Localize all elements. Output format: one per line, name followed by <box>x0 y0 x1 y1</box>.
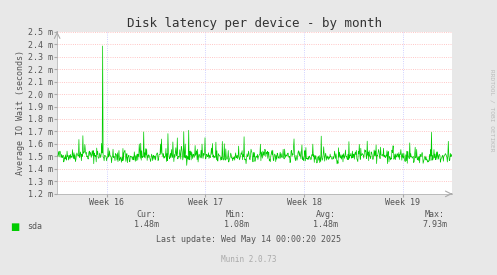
Text: 1.48m: 1.48m <box>313 220 338 229</box>
Text: Min:: Min: <box>226 210 246 219</box>
Text: 7.93m: 7.93m <box>422 220 447 229</box>
Text: Last update: Wed May 14 00:00:20 2025: Last update: Wed May 14 00:00:20 2025 <box>156 235 341 244</box>
Text: 1.48m: 1.48m <box>134 220 159 229</box>
Title: Disk latency per device - by month: Disk latency per device - by month <box>127 17 382 31</box>
Text: 1.08m: 1.08m <box>224 220 248 229</box>
Text: Avg:: Avg: <box>316 210 335 219</box>
Text: Max:: Max: <box>425 210 445 219</box>
Text: Cur:: Cur: <box>137 210 157 219</box>
Text: RRDTOOL / TOBI OETIKER: RRDTOOL / TOBI OETIKER <box>490 69 495 151</box>
Text: Munin 2.0.73: Munin 2.0.73 <box>221 255 276 264</box>
Text: sda: sda <box>27 222 42 231</box>
Y-axis label: Average IO Wait (seconds): Average IO Wait (seconds) <box>16 50 25 175</box>
Text: ■: ■ <box>10 222 19 232</box>
